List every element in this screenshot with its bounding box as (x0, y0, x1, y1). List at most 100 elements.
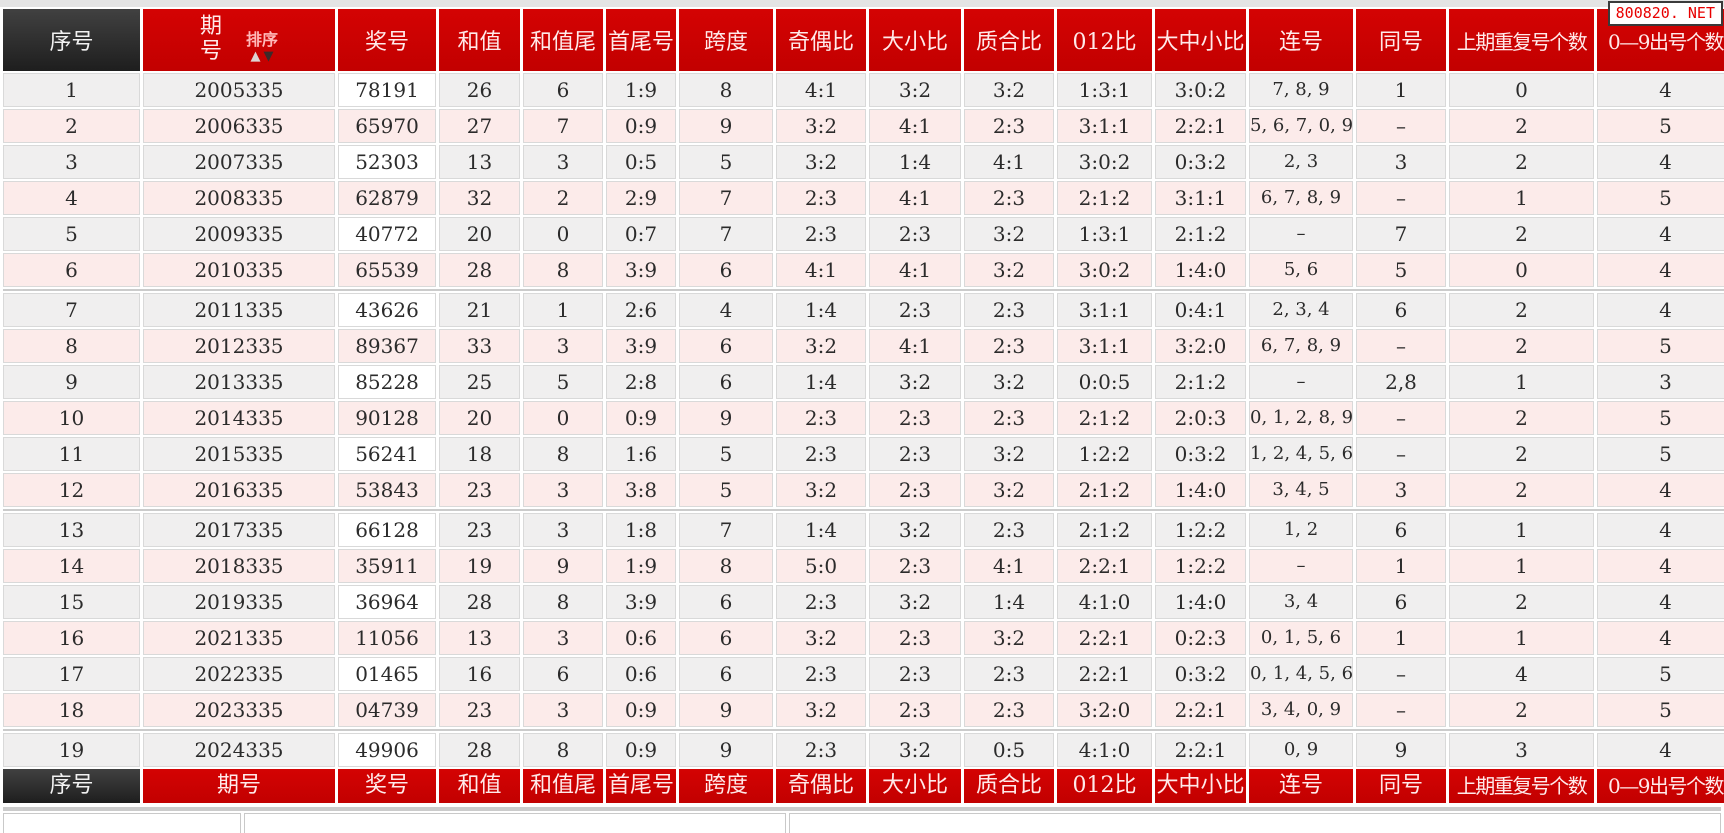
cell-serial: 13 (3, 513, 140, 547)
cell-prize-number: 65539 (338, 253, 436, 287)
cell-same-number: 2,8 (1356, 365, 1446, 399)
cell-big-small-ratio: 2:3 (869, 693, 961, 727)
cell-odd-even-ratio: 3:2 (776, 473, 866, 507)
cell-sum-tail: 1 (523, 293, 603, 327)
cell-digit-count: 4 (1597, 293, 1724, 327)
cell-same-number: 7 (1356, 217, 1446, 251)
footer-header-sum-tail: 和值尾 (523, 769, 603, 803)
cell-odd-even-ratio: 3:2 (776, 109, 866, 143)
cell-sum: 23 (439, 693, 520, 727)
cell-zero-one-two-ratio: 2:1:2 (1057, 473, 1152, 507)
cell-span: 7 (679, 217, 773, 251)
cell-prize-number: 66128 (338, 513, 436, 547)
cell-zero-one-two-ratio: 3:2:0 (1057, 693, 1152, 727)
cell-period: 2014335 (143, 401, 335, 435)
cell-prev-repeat-count: 0 (1449, 73, 1594, 107)
period-label-char: 号 (199, 39, 222, 64)
cell-zero-one-two-ratio: 1:3:1 (1057, 217, 1152, 251)
footer-header-prev-repeat-count: 上期重复号个数 (1449, 769, 1594, 803)
cell-sum: 26 (439, 73, 520, 107)
cell-consecutive: 1, 2, 4, 5, 6 (1249, 437, 1353, 471)
cell-same-number: – (1356, 437, 1446, 471)
cell-digit-count: 5 (1597, 109, 1724, 143)
sort-label: 排序 (246, 29, 279, 49)
table-row: 16 2021335 11056 13 3 0:6 6 3:2 2:3 3:2 2:2:1 0:2:3… (3, 621, 1724, 655)
column-header-label: 序号 (49, 30, 94, 55)
cell-big-mid-small-ratio: 1:2:2 (1155, 549, 1246, 583)
cell-prize-number: 36964 (338, 585, 436, 619)
cell-period: 2013335 (143, 365, 335, 399)
cell-prime-composite-ratio: 3:2 (964, 365, 1054, 399)
cell-odd-even-ratio: 1:4 (776, 365, 866, 399)
footer-header-prize-number: 奖号 (338, 769, 436, 803)
cell-big-mid-small-ratio: 2:1:2 (1155, 217, 1246, 251)
cell-same-number: – (1356, 401, 1446, 435)
sort-arrows: ▲ ▼ (251, 50, 274, 63)
cell-prime-composite-ratio: 2:3 (964, 401, 1054, 435)
cell-big-small-ratio: 3:2 (869, 733, 961, 767)
cell-consecutive: 3, 4, 0, 9 (1249, 693, 1353, 727)
cell-big-small-ratio: 3:2 (869, 513, 961, 547)
table-row: 9 2013335 85228 25 5 2:8 6 1:4 3:2 3:2 0:0:5 2:1:2–… (3, 365, 1724, 399)
cell-period: 2023335 (143, 693, 335, 727)
cell-prime-composite-ratio: 2:3 (964, 329, 1054, 363)
cell-serial: 17 (3, 657, 140, 691)
cell-big-small-ratio: 2:3 (869, 549, 961, 583)
cell-span: 6 (679, 585, 773, 619)
cell-sum-tail: 3 (523, 513, 603, 547)
cell-prime-composite-ratio: 2:3 (964, 693, 1054, 727)
cell-consecutive: – (1249, 549, 1353, 583)
cell-zero-one-two-ratio: 2:1:2 (1057, 181, 1152, 215)
footer-header-same-number: 同号 (1356, 769, 1446, 803)
cell-serial: 3 (3, 145, 140, 179)
cell-span: 5 (679, 145, 773, 179)
cell-sum-tail: 5 (523, 365, 603, 399)
cell-serial: 18 (3, 693, 140, 727)
column-header-label: 上期重复号个数 (1456, 29, 1588, 54)
group-separator (3, 729, 1724, 731)
cell-consecutive: 3, 4 (1249, 585, 1353, 619)
cell-odd-even-ratio: 3:2 (776, 145, 866, 179)
cell-first-last: 0:5 (606, 145, 676, 179)
cell-prev-repeat-count: 4 (1449, 657, 1594, 691)
column-header-period: 期号排序 ▲ ▼ (143, 9, 335, 71)
cell-first-last: 2:8 (606, 365, 676, 399)
cell-prev-repeat-count: 2 (1449, 145, 1594, 179)
top-strip (0, 0, 1724, 7)
cell-span: 9 (679, 693, 773, 727)
cell-prize-number: 89367 (338, 329, 436, 363)
cell-digit-count: 5 (1597, 181, 1724, 215)
cell-digit-count: 5 (1597, 329, 1724, 363)
cell-serial: 9 (3, 365, 140, 399)
cell-same-number: 6 (1356, 585, 1446, 619)
cell-period: 2005335 (143, 73, 335, 107)
cell-digit-count: 3 (1597, 365, 1724, 399)
footer-header-digit-count: 0—9出号个数 (1597, 769, 1724, 803)
cell-first-last: 0:6 (606, 621, 676, 655)
cell-sum-tail: 0 (523, 401, 603, 435)
column-header-prize-number: 奖号 (338, 9, 436, 71)
cell-same-number: – (1356, 109, 1446, 143)
cell-serial: 16 (3, 621, 140, 655)
cell-sum-tail: 8 (523, 733, 603, 767)
cell-big-mid-small-ratio: 2:2:1 (1155, 109, 1246, 143)
cell-serial: 2 (3, 109, 140, 143)
cell-prize-number: 52303 (338, 145, 436, 179)
group-separator (3, 807, 1721, 811)
cell-odd-even-ratio: 3:2 (776, 693, 866, 727)
cell-sum-tail: 6 (523, 657, 603, 691)
sort-asc-icon[interactable]: ▲ (250, 48, 261, 64)
cell-big-mid-small-ratio: 1:4:0 (1155, 253, 1246, 287)
cell-consecutive: – (1249, 217, 1353, 251)
column-header-label: 和值尾 (529, 30, 596, 55)
table-row: 2 2006335 65970 27 7 0:9 9 3:2 4:1 2:3 3:1:1 2:2:1 5… (3, 109, 1724, 143)
column-header-label: 同号 (1378, 30, 1423, 55)
cell-big-mid-small-ratio: 1:2:2 (1155, 513, 1246, 547)
cell-big-small-ratio: 1:4 (869, 145, 961, 179)
sort-control[interactable]: 排序 ▲ ▼ (246, 26, 278, 63)
cell-odd-even-ratio: 4:1 (776, 73, 866, 107)
trend-table-body: 1 2005335 78191 26 6 1:9 8 4:1 3:2 3:2 1:3:1 3:0:2 7… (3, 73, 1724, 767)
sort-desc-icon[interactable]: ▼ (263, 48, 274, 64)
bottom-area (0, 807, 1724, 833)
cell-sum: 23 (439, 513, 520, 547)
